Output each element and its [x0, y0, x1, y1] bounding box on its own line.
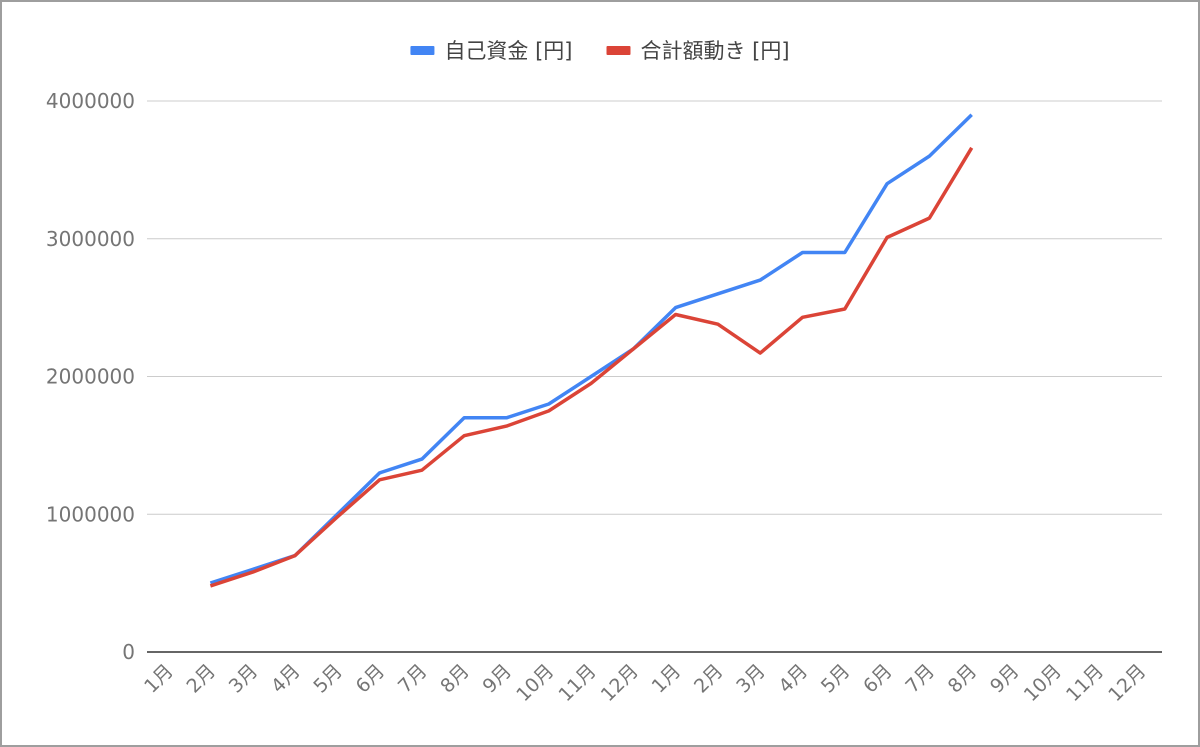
x-tick-label: 10月 [512, 660, 558, 706]
x-tick-label: 3月 [225, 660, 263, 698]
y-tick-label: 3000000 [46, 227, 135, 251]
x-tick-label: 4月 [775, 660, 813, 698]
x-tick-label: 8月 [436, 660, 474, 698]
y-axis-ticks: 0 1000000 2000000 3000000 4000000 [46, 89, 135, 664]
series-lines [209, 113, 974, 588]
legend-item: 自己資金 [円] [410, 39, 573, 63]
legend-swatch [606, 46, 631, 55]
legend: 自己資金 [円] 合計額動き [円] [410, 39, 790, 63]
x-tick-label: 5月 [817, 660, 855, 698]
grid [147, 100, 1162, 653]
x-tick-label: 4月 [267, 660, 305, 698]
x-tick-label: 12月 [597, 660, 643, 706]
y-tick-label: 2000000 [46, 365, 135, 389]
x-tick-label: 10月 [1020, 660, 1066, 706]
x-tick-label: 1月 [648, 660, 686, 698]
y-tick-label: 4000000 [46, 89, 135, 113]
x-tick-label: 7月 [394, 660, 432, 698]
legend-label: 合計額動き [円] [641, 39, 790, 63]
y-tick-label: 0 [122, 640, 135, 664]
legend-item: 合計額動き [円] [606, 39, 790, 63]
x-tick-label: 11月 [555, 660, 601, 706]
x-tick-label: 6月 [352, 660, 390, 698]
series-line-2 [209, 146, 974, 588]
x-tick-label: 11月 [1062, 660, 1108, 706]
series-line-1 [209, 113, 973, 585]
x-tick-label: 6月 [859, 660, 897, 698]
x-tick-label: 5月 [309, 660, 347, 698]
legend-swatch [410, 46, 435, 55]
y-tick-label: 1000000 [46, 502, 135, 526]
x-tick-label: 9月 [478, 660, 516, 698]
x-tick-label: 1月 [140, 660, 178, 698]
legend-label: 自己資金 [円] [444, 39, 572, 63]
x-tick-label: 12月 [1104, 660, 1150, 706]
x-tick-label: 2月 [182, 660, 220, 698]
x-tick-label: 8月 [944, 660, 982, 698]
x-tick-label: 7月 [901, 660, 939, 698]
x-tick-label: 2月 [690, 660, 728, 698]
x-tick-label: 3月 [732, 660, 770, 698]
x-tick-label: 9月 [986, 660, 1024, 698]
